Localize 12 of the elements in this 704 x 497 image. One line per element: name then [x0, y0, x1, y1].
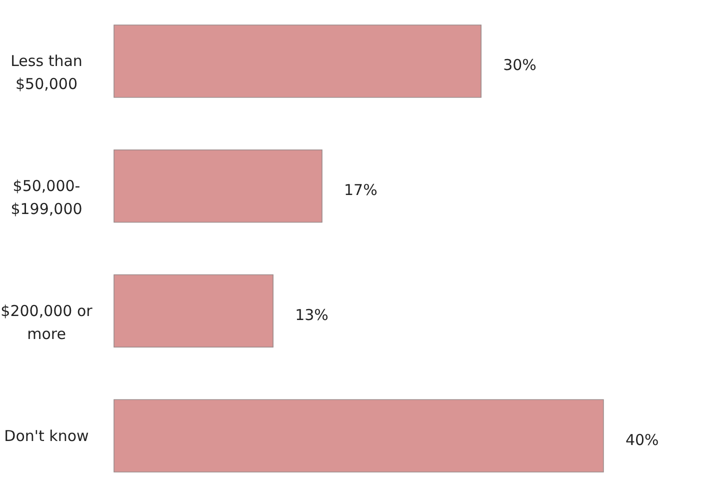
- data-label: 17%: [344, 181, 378, 200]
- y-tick-label: $200,000 or more: [0, 302, 94, 343]
- y-tick-label: $50,000- $199,000: [10, 177, 82, 218]
- data-label: 13%: [295, 306, 328, 324]
- bar: [114, 399, 604, 472]
- data-label: 40%: [625, 430, 659, 449]
- data-label: 30%: [503, 56, 536, 74]
- bar: [114, 149, 322, 223]
- y-tick-label: Less than $50,000: [10, 52, 82, 94]
- bar: [114, 274, 274, 348]
- bar: [114, 24, 482, 98]
- y-tick-label: Don't know: [4, 426, 89, 445]
